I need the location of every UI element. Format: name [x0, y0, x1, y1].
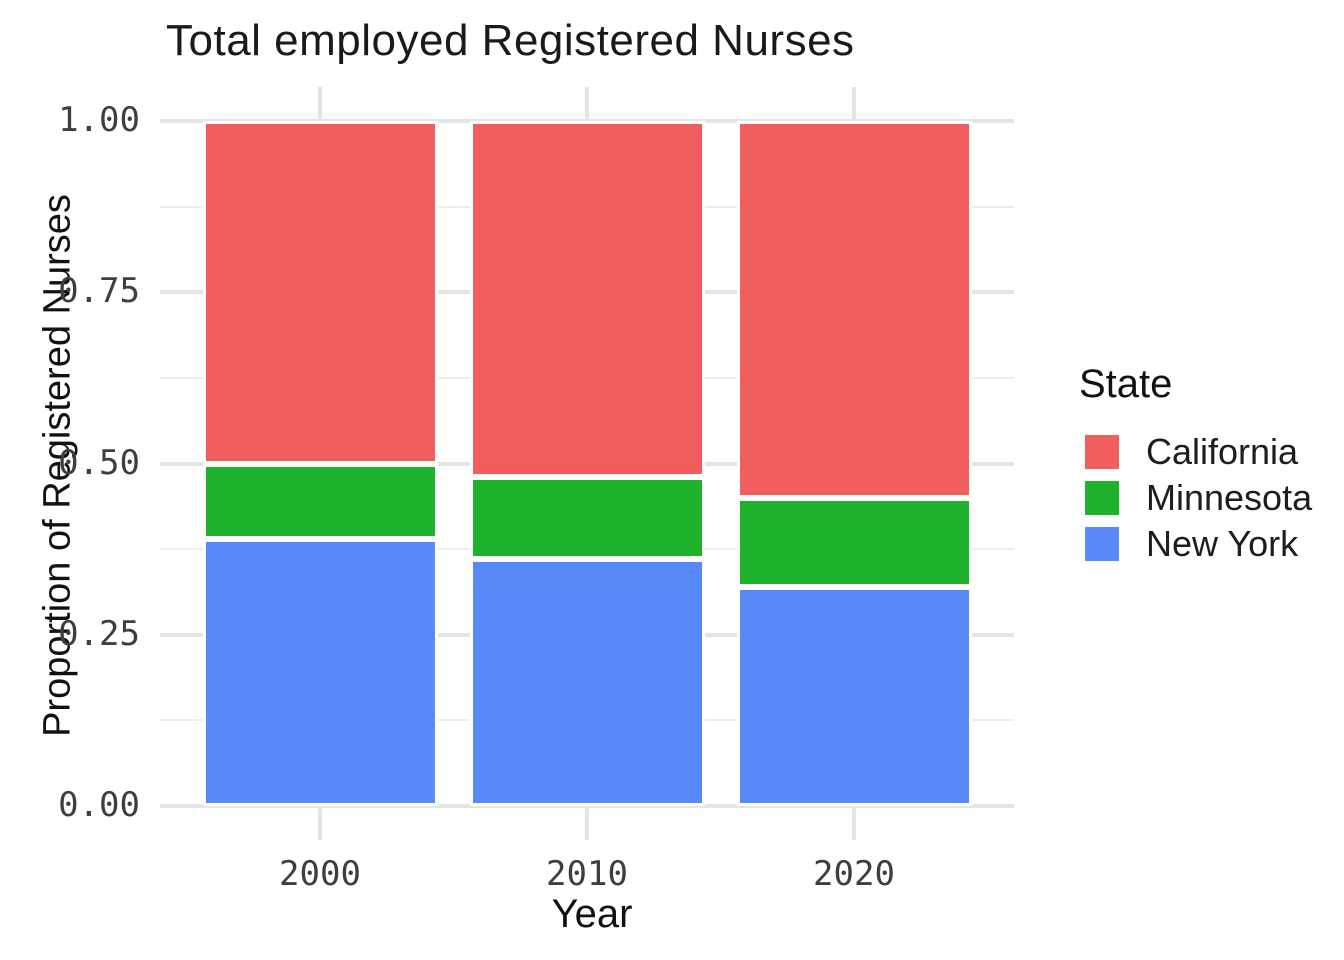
legend-item-new-york: New York	[1079, 521, 1312, 567]
legend-swatch-icon	[1085, 435, 1119, 469]
bar-segment-california	[736, 121, 972, 498]
bar-segment-minnesota	[469, 477, 705, 560]
bar-segment-new-york	[202, 538, 438, 806]
legend-item-minnesota: Minnesota	[1079, 475, 1312, 521]
bar-segment-minnesota	[202, 463, 438, 539]
plot-panel	[160, 87, 1014, 840]
bar-segment-california	[469, 121, 705, 478]
legend-label: Minnesota	[1146, 477, 1313, 518]
bar-segment-new-york	[469, 559, 705, 806]
bar-segment-minnesota	[736, 497, 972, 587]
legend-title: State	[1079, 362, 1173, 406]
bar-segment-california	[202, 121, 438, 464]
y-tick-label: 0.50	[58, 442, 140, 483]
legend-label: New York	[1146, 523, 1299, 564]
bar-2010	[469, 121, 705, 806]
y-tick-label: 1.00	[58, 100, 140, 141]
x-axis-title: Year	[551, 892, 633, 936]
legend-item-california: California	[1079, 429, 1312, 475]
bar-2000	[202, 121, 438, 806]
legend-swatch-icon	[1085, 481, 1119, 515]
bar-segment-new-york	[736, 586, 972, 806]
y-tick-label: 0.00	[58, 785, 140, 826]
x-tick-label: 2000	[279, 854, 361, 894]
legend: State California Minnesota New York	[1079, 362, 1312, 567]
legend-swatch-icon	[1085, 527, 1119, 561]
bar-2020	[736, 121, 972, 806]
chart-title: Total employed Registered Nurses	[166, 16, 855, 65]
legend-label: California	[1146, 431, 1299, 472]
y-tick-label: 0.25	[58, 613, 140, 654]
y-tick-label: 0.75	[58, 271, 140, 312]
x-tick-label: 2020	[813, 854, 895, 894]
x-tick-label: 2010	[546, 854, 628, 894]
legend-items: California Minnesota New York	[1079, 429, 1312, 567]
